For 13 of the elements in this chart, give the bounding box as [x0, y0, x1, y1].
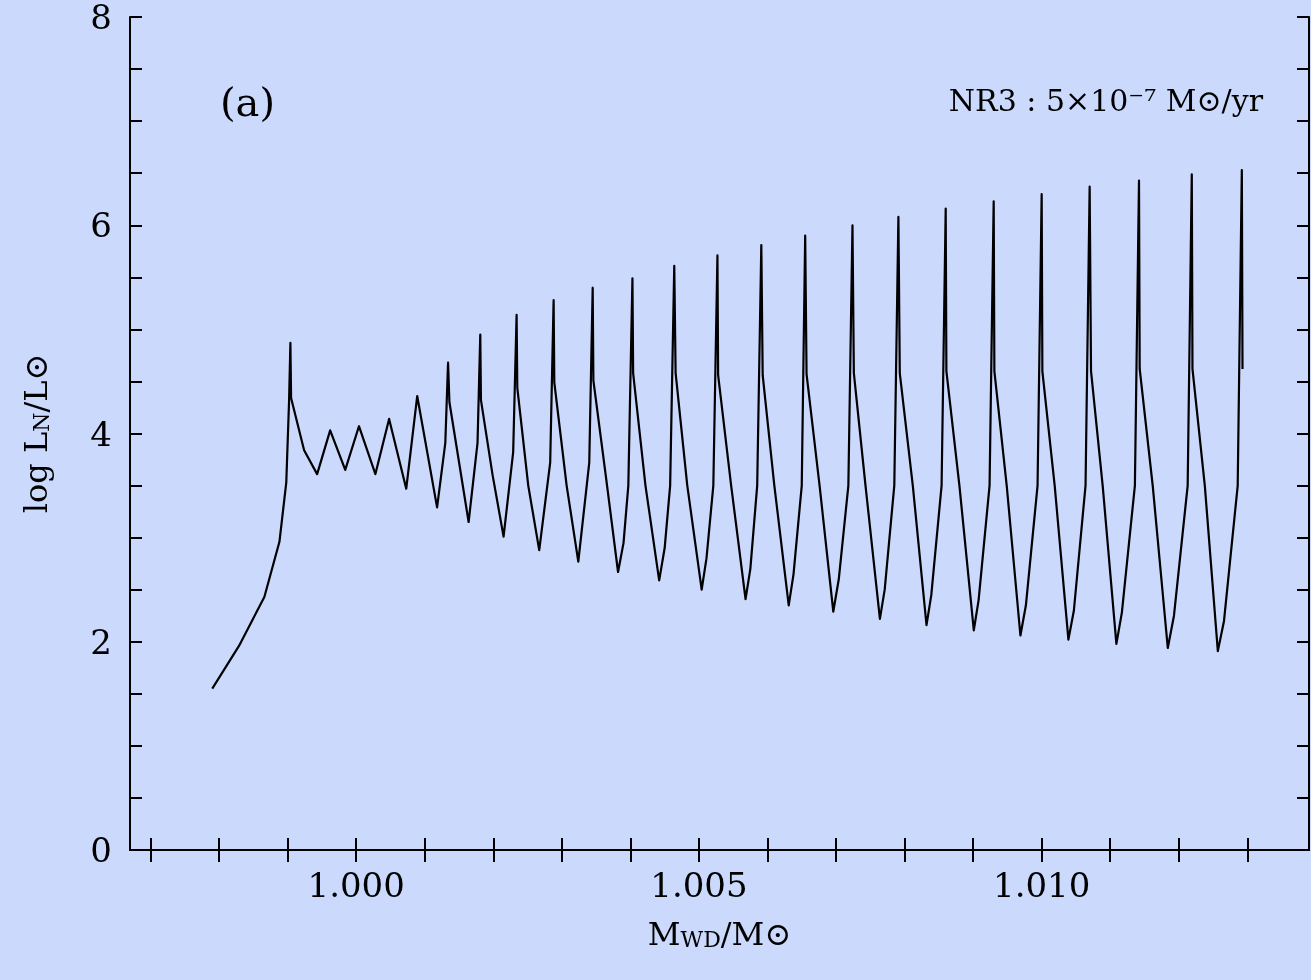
x-tick-label: 1.005	[650, 865, 748, 905]
y-tick-label: 6	[90, 205, 112, 246]
annotation: NR3 : 5×10⁻⁷ M⊙/yr	[948, 82, 1264, 118]
y-tick-label: 4	[90, 413, 112, 454]
annotation: (a)	[220, 79, 276, 125]
line-series	[211, 168, 1244, 690]
y-tick-label: 2	[90, 621, 112, 662]
y-tick-label: 8	[90, 0, 112, 37]
x-tick-label: 1.010	[993, 865, 1091, 905]
y-tick-label: 0	[90, 830, 112, 870]
x-tick-label: 1.000	[307, 865, 405, 905]
y-axis-title: log LN/L⊙	[17, 353, 55, 514]
x-axis-title: MWD/M⊙	[647, 915, 792, 953]
